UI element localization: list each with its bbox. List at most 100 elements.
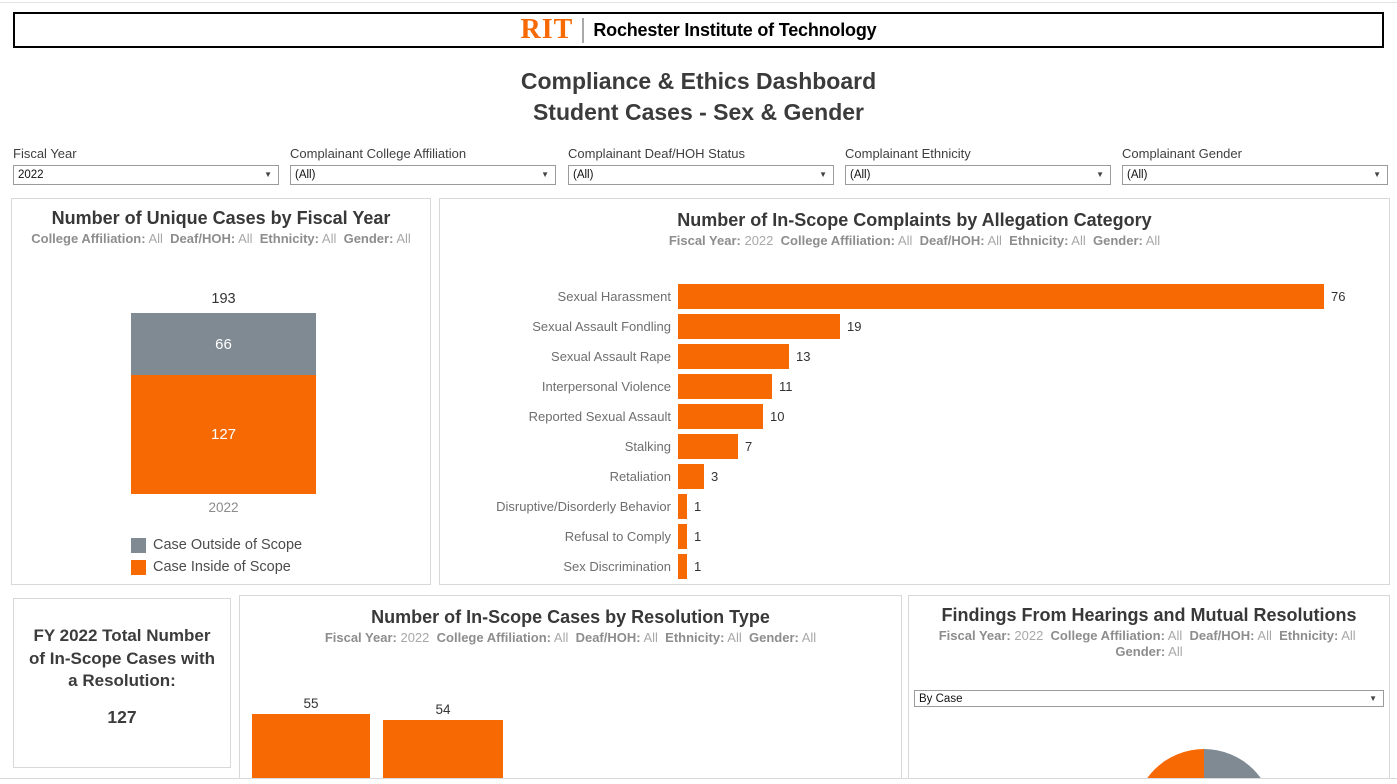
subtitle-value: All	[798, 630, 817, 645]
subtitle-value: All	[1068, 233, 1086, 248]
bar-sexual-assault-fondling[interactable]	[678, 314, 840, 339]
subtitle-value: All	[1254, 628, 1272, 643]
panel-allegation-category: Number of In-Scope Complaints by Allegat…	[439, 198, 1390, 585]
chevron-down-icon: ▼	[264, 170, 272, 179]
bar-category-label: 2022	[208, 500, 239, 515]
subtitle-value: All	[640, 630, 658, 645]
summary-text: FY 2022 Total Number of In-Scope Cases w…	[28, 626, 216, 690]
subtitle-label: Gender:	[748, 630, 799, 645]
dropdown-value: (All)	[1127, 169, 1148, 181]
bar-value-label: 19	[847, 319, 862, 334]
bar-value-label: 1	[694, 529, 702, 544]
filter-dropdown-complainant-deaf-hoh-status[interactable]: (All) ▼	[568, 165, 834, 185]
bar-interpersonal-violence[interactable]	[678, 374, 772, 399]
subtitle-label: Ethnicity:	[259, 231, 319, 246]
subtitle-label: College Affiliation:	[1050, 628, 1165, 643]
subtitle-value: All	[393, 231, 411, 246]
bar-row: Reported Sexual Assault 10	[440, 404, 1389, 429]
bar-disruptive-disorderly-behavior[interactable]	[678, 494, 687, 519]
bar-value-label: 1	[694, 499, 702, 514]
bar-sex-discrimination[interactable]	[678, 554, 687, 579]
chevron-down-icon: ▼	[819, 170, 827, 179]
subtitle-value: All	[235, 231, 253, 246]
bar-value-label: 11	[779, 379, 793, 394]
page-title: Compliance & Ethics Dashboard Student Ca…	[0, 66, 1397, 128]
subtitle-label: Ethnicity:	[665, 630, 725, 645]
subtitle-value: All	[1164, 628, 1183, 643]
dropdown-value: By Case	[919, 692, 963, 705]
bar-row: Sexual Assault Rape 13	[440, 344, 1389, 369]
chevron-down-icon: ▼	[1369, 693, 1377, 703]
subtitle-label: College Affiliation:	[436, 630, 551, 645]
subtitle-label: Fiscal Year:	[324, 630, 397, 645]
dashboard-bottom-edge	[0, 778, 1397, 779]
bar-category-label: Disruptive/Disorderly Behavior	[496, 499, 671, 514]
stack-segment-case-inside-of-scope[interactable]: 127	[131, 375, 316, 494]
bar-total-label: 193	[211, 291, 236, 307]
subtitle-value: 2022	[740, 233, 774, 248]
subtitle-label: College Affiliation:	[31, 231, 146, 246]
bar-category-label: Interpersonal Violence	[541, 379, 671, 394]
bar-stalking[interactable]	[678, 434, 738, 459]
panel-resolution-type: Number of In-Scope Cases by Resolution T…	[239, 595, 902, 779]
dropdown-value: (All)	[850, 169, 871, 181]
chart-title-allegation: Number of In-Scope Complaints by Allegat…	[677, 210, 1152, 230]
subtitle-value: All	[1165, 644, 1183, 659]
filter-label-fiscal-year: Fiscal Year	[13, 146, 77, 161]
rit-logo: RIT	[520, 14, 574, 45]
filter-label-complainant-ethnicity: Complainant Ethnicity	[845, 146, 971, 161]
header-bar: RIT Rochester Institute of Technology	[13, 12, 1384, 48]
legend-label: Case Outside of Scope	[153, 537, 303, 553]
resolution-bar[interactable]	[252, 714, 370, 778]
chart-subtitle-findings: Fiscal Year: 2022 College Affiliation: A…	[909, 628, 1389, 660]
dropdown-value: 2022	[18, 169, 44, 181]
filter-dropdown-complainant-college-affiliation[interactable]: (All) ▼	[290, 165, 556, 185]
bar-value-label: 76	[1331, 289, 1346, 304]
bar-value-label: 13	[796, 349, 811, 364]
bar-row: Retaliation 3	[440, 464, 1389, 489]
chevron-down-icon: ▼	[541, 170, 549, 179]
bar-category-label: Refusal to Comply	[564, 529, 671, 544]
filter-dropdown-complainant-gender[interactable]: (All) ▼	[1122, 165, 1388, 185]
findings-pie-chart[interactable]	[1134, 749, 1274, 778]
legend-item-case-outside-of-scope[interactable]: Case Outside of Scope	[131, 534, 302, 556]
bar-category-label: Reported Sexual Assault	[528, 409, 671, 424]
subtitle-label: Ethnicity:	[1279, 628, 1339, 643]
filter-dropdown-fiscal-year[interactable]: 2022 ▼	[13, 165, 279, 185]
bar-category-label: Retaliation	[609, 469, 671, 484]
bar-refusal-to-comply[interactable]	[678, 524, 687, 549]
subtitle-label: Deaf/HOH:	[170, 231, 236, 246]
bar-reported-sexual-assault[interactable]	[678, 404, 763, 429]
page-top-edge	[0, 2, 1397, 3]
panel-findings: Findings From Hearings and Mutual Resolu…	[908, 595, 1390, 779]
stack-segment-case-outside-of-scope[interactable]: 66	[131, 313, 316, 375]
by-case-dropdown[interactable]: By Case ▼	[914, 690, 1384, 707]
subtitle-value: All	[984, 233, 1002, 248]
legend-swatch	[131, 537, 146, 553]
filter-dropdown-complainant-ethnicity[interactable]: (All) ▼	[845, 165, 1111, 185]
subtitle-label: Ethnicity:	[1009, 233, 1069, 248]
bar-sexual-harassment[interactable]	[678, 284, 1324, 309]
bar-value-label: 3	[711, 469, 719, 484]
chevron-down-icon: ▼	[1373, 170, 1381, 179]
summary-value: 127	[107, 706, 137, 727]
resolution-bar[interactable]	[383, 720, 503, 778]
filter-label-complainant-deaf-hoh-status: Complainant Deaf/HOH Status	[568, 146, 746, 161]
bar-sexual-assault-rape[interactable]	[678, 344, 789, 369]
subtitle-label: Gender:	[1092, 233, 1143, 248]
bar-category-label: Sexual Harassment	[557, 289, 671, 304]
bar-category-label: Stalking	[624, 439, 671, 454]
subtitle-value: All	[145, 231, 163, 246]
chart-subtitle-resolution-type: Fiscal Year: 2022 College Affiliation: A…	[240, 630, 901, 646]
filter-complainant-gender: Complainant Gender (All) ▼	[1122, 146, 1388, 185]
bar-retaliation[interactable]	[678, 464, 704, 489]
subtitle-label: Deaf/HOH:	[575, 630, 641, 645]
subtitle-label: Gender:	[343, 231, 394, 246]
chart-title-resolution-type: Number of In-Scope Cases by Resolution T…	[371, 607, 770, 627]
bar-value-label: 7	[745, 439, 753, 454]
logo-divider	[582, 17, 585, 43]
subtitle-label: Deaf/HOH:	[1189, 628, 1255, 643]
bar-value-label: 10	[770, 409, 785, 424]
legend-item-case-inside-of-scope[interactable]: Case Inside of Scope	[131, 556, 302, 578]
filter-complainant-deaf-hoh-status: Complainant Deaf/HOH Status (All) ▼	[568, 146, 834, 185]
